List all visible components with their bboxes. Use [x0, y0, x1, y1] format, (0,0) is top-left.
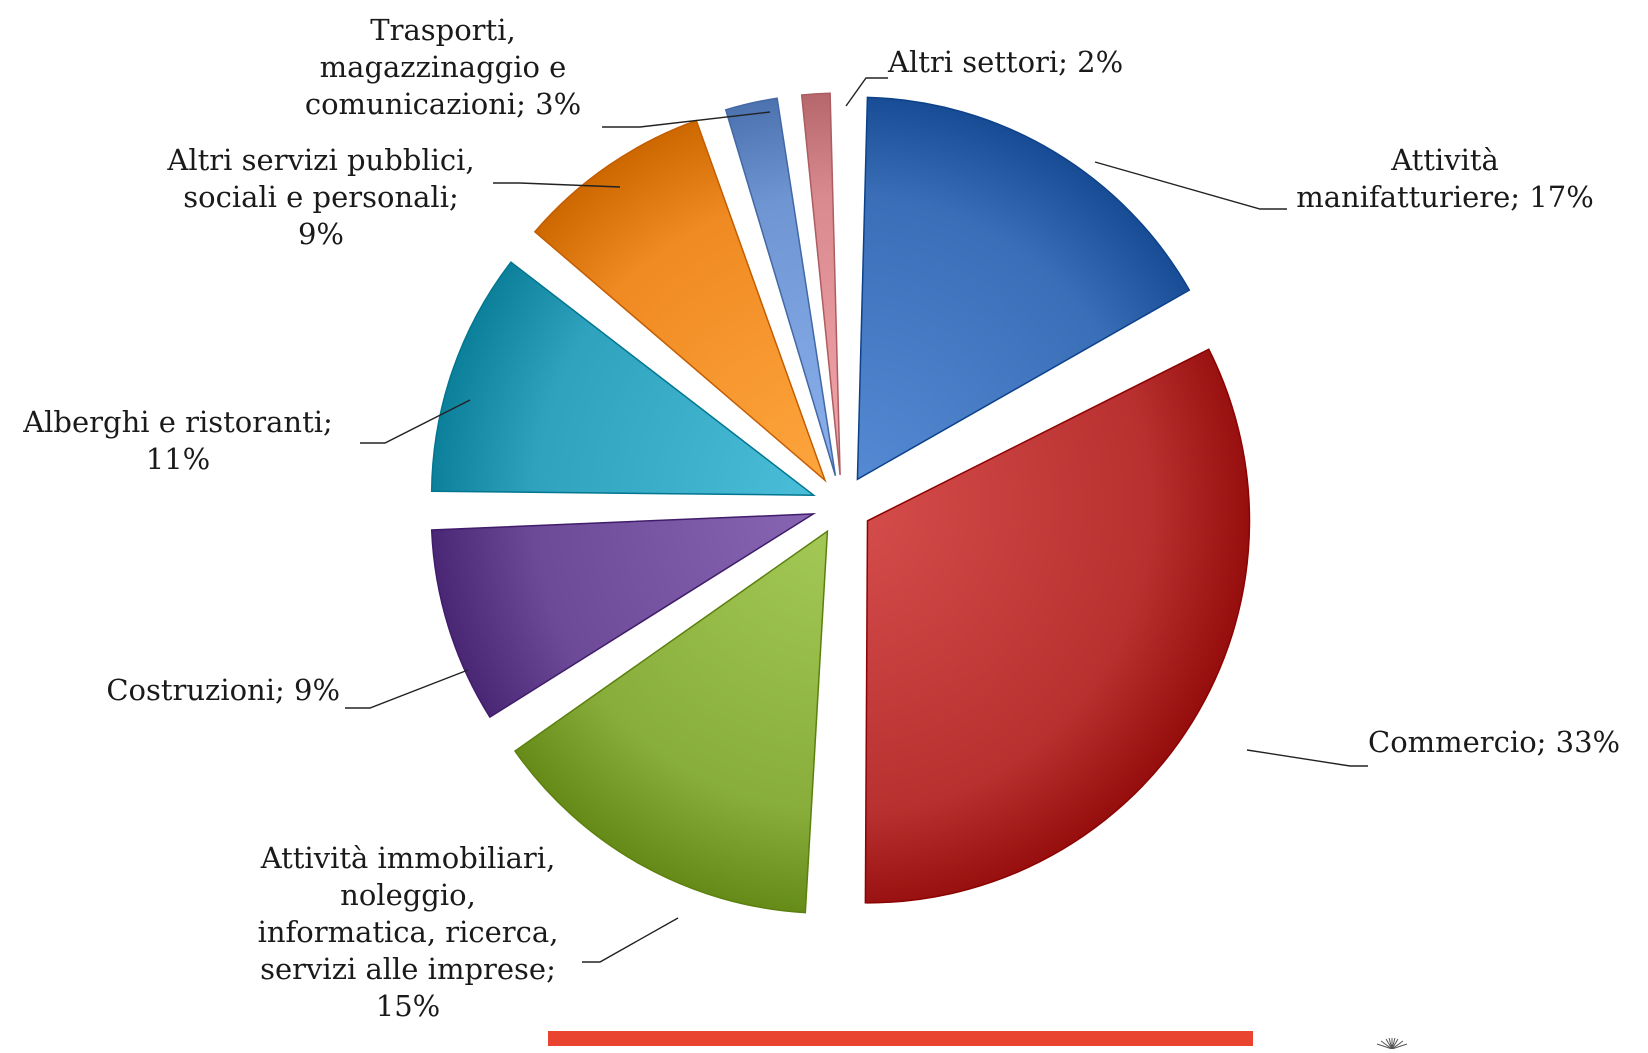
- slice-label-attivita-manifatturiere: Attività manifatturiere; 17%: [1296, 143, 1594, 214]
- slice-label-attivita-immobiliari-noleggio-informatica-ricerca-servizi-alle-imprese: Attività immobiliari, noleggio, informatic…: [258, 841, 559, 1023]
- leader-line-commercio: [1246, 749, 1368, 767]
- pie-slice-commercio: [864, 348, 1251, 904]
- pie-slice-trasporti-magazzinaggio-e-comunicazioni: [724, 97, 837, 476]
- pie-slice-alberghi-e-ristoranti: [430, 261, 816, 496]
- slice-label-commercio: Commercio; 33%: [1368, 725, 1620, 759]
- slices-layer: [430, 92, 1251, 914]
- slice-label-altri-settori: Altri settori; 2%: [887, 45, 1123, 79]
- leader-line-attivita-manifatturiere: [1094, 161, 1287, 210]
- pie-slice-costruzioni: [430, 513, 817, 719]
- leader-line-trasporti-magazzinaggio-e-comunicazioni: [602, 111, 771, 128]
- pie-slice-attivita-manifatturiere: [856, 96, 1191, 481]
- sunburst-icon: [1362, 1034, 1422, 1050]
- leader-line-alberghi-e-ristoranti: [360, 399, 471, 444]
- slice-label-altri-servizi-pubblici-sociali-e-personali: Altri servizi pubblici, sociali e persona…: [166, 143, 474, 251]
- leader-line-altri-servizi-pubblici-sociali-e-personali: [493, 182, 621, 188]
- leader-line-costruzioni: [345, 669, 469, 709]
- leader-lines: [345, 77, 1368, 963]
- pie-slice-attivita-immobiliari-noleggio-informatica-ricerca-servizi-alle-imprese: [513, 529, 829, 914]
- leader-line-attivita-immobiliari-noleggio-informatica-ricerca-servizi-alle-imprese: [582, 917, 679, 963]
- bottom-accent-bar: [548, 1031, 1253, 1046]
- leader-line-altri-settori: [845, 77, 888, 107]
- slice-label-alberghi-e-ristoranti: Alberghi e ristoranti; 11%: [22, 405, 333, 476]
- slice-label-trasporti-magazzinaggio-e-comunicazioni: Trasporti, magazzinaggio e comunicazioni; …: [305, 13, 581, 121]
- slice-labels: Attività manifatturiere; 17% Commercio; 33…: [22, 13, 1620, 1023]
- pie-slice-altri-servizi-pubblici-sociali-e-personali: [533, 119, 827, 483]
- slice-label-costruzioni: Costruzioni; 9%: [106, 673, 340, 707]
- pie-slice-altri-settori: [800, 92, 841, 476]
